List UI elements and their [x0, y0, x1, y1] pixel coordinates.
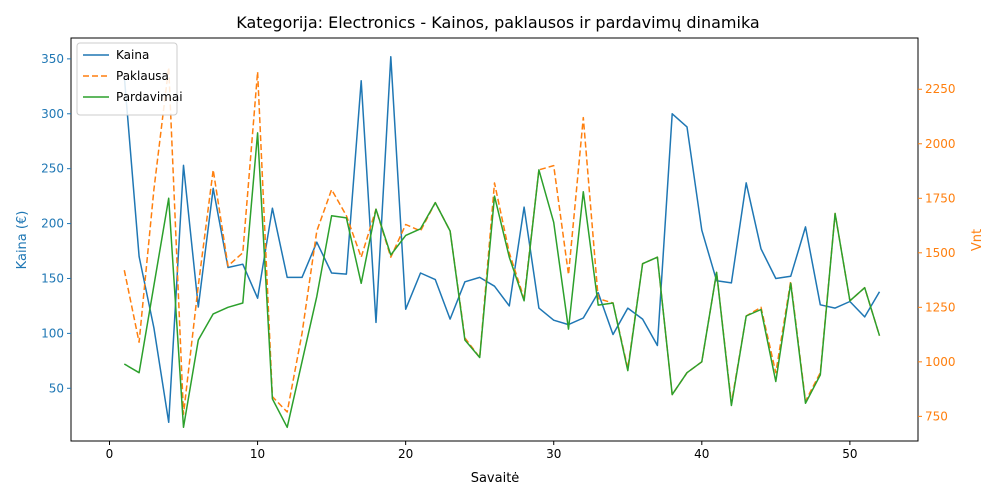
- plot-frame: [70, 37, 919, 442]
- x-tick-label: 0: [106, 447, 114, 461]
- y-axis-right-label: Vnt: [970, 229, 985, 251]
- x-tick-label: 40: [694, 447, 709, 461]
- y-right-tick-label: 1000: [925, 355, 956, 369]
- y-left-tick-label: 150: [41, 271, 64, 285]
- y-right-tick-label: 2250: [925, 82, 956, 96]
- y-left-tick-label: 250: [41, 162, 64, 176]
- y-axis-right: 750 1000 1250 1500 1750 2000 2250: [918, 82, 956, 423]
- y-right-tick-label: 1500: [925, 246, 956, 260]
- y-left-tick-label: 50: [49, 381, 64, 395]
- y-left-tick-label: 350: [41, 52, 64, 66]
- x-tick-label: 30: [546, 447, 561, 461]
- y-left-tick-label: 100: [41, 326, 64, 340]
- y-right-tick-label: 2000: [925, 137, 956, 151]
- series-line-3: [123, 132, 881, 429]
- y-right-tick-label: 750: [925, 409, 948, 423]
- plot-area: [123, 55, 881, 429]
- y-left-tick-label: 200: [41, 217, 64, 231]
- series-line-2: [123, 66, 881, 415]
- y-axis-left: 50 100 150 200 250 300 350: [41, 52, 71, 395]
- legend-label-3: Pardavimai: [116, 90, 183, 104]
- y-right-tick-label: 1750: [925, 191, 956, 205]
- legend: Kaina Paklausa Pardavimai: [76, 42, 183, 116]
- series-line-1: [123, 55, 881, 424]
- x-tick-label: 20: [398, 447, 413, 461]
- x-axis: 0 10 20 30 40 50: [106, 441, 858, 461]
- chart-title: Kategorija: Electronics - Kainos, paklau…: [236, 13, 759, 32]
- legend-label-1: Kaina: [116, 48, 149, 62]
- x-axis-label: Savaitė: [471, 471, 520, 486]
- x-tick-label: 10: [250, 447, 265, 461]
- y-right-tick-label: 1250: [925, 300, 956, 314]
- y-left-tick-label: 300: [41, 107, 64, 121]
- legend-label-2: Paklausa: [116, 69, 169, 83]
- y-axis-left-label: Kaina (€): [15, 211, 30, 270]
- x-tick-label: 50: [842, 447, 857, 461]
